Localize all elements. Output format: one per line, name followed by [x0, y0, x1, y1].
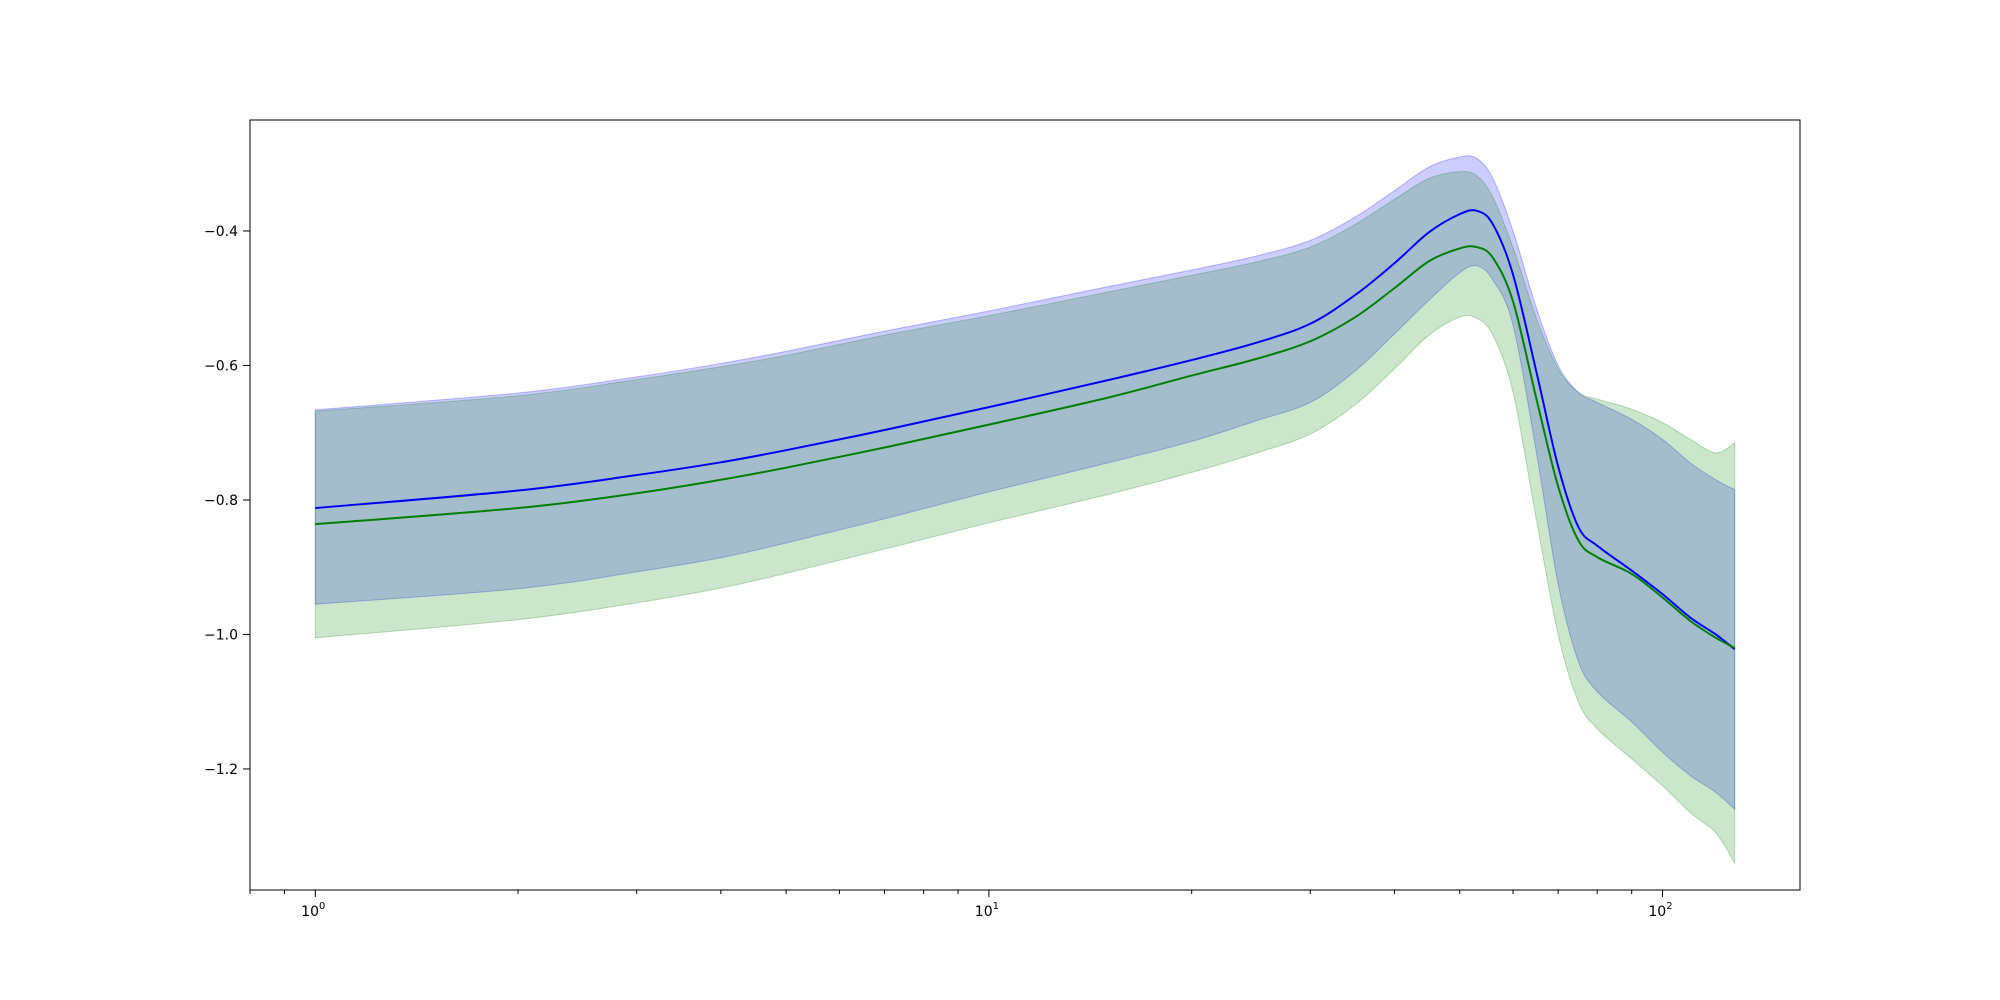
confidence-bands — [314, 155, 1736, 865]
axes-frame — [249, 119, 1801, 891]
series-2-line — [315, 245, 1736, 649]
series-lines — [315, 209, 1736, 651]
y-tick-label: −1.2 — [204, 762, 238, 778]
x-tick-label: 102 — [1648, 901, 1672, 920]
series-2-band — [314, 171, 1736, 865]
y-tick-label: −0.6 — [204, 358, 238, 374]
x-tick-label: 101 — [975, 901, 999, 920]
y-tick-label: −0.8 — [204, 493, 238, 509]
y-tick-label: −1.0 — [204, 627, 238, 643]
series-1-band — [314, 155, 1736, 811]
x-tick-label: 100 — [301, 901, 325, 920]
x-axis: 100 101 102 — [249, 890, 1673, 920]
y-axis: −0.4 −0.6 −0.8 −1.0 −1.2 — [204, 224, 250, 778]
y-tick-label: −0.4 — [204, 224, 238, 240]
series-1-line — [315, 209, 1736, 651]
